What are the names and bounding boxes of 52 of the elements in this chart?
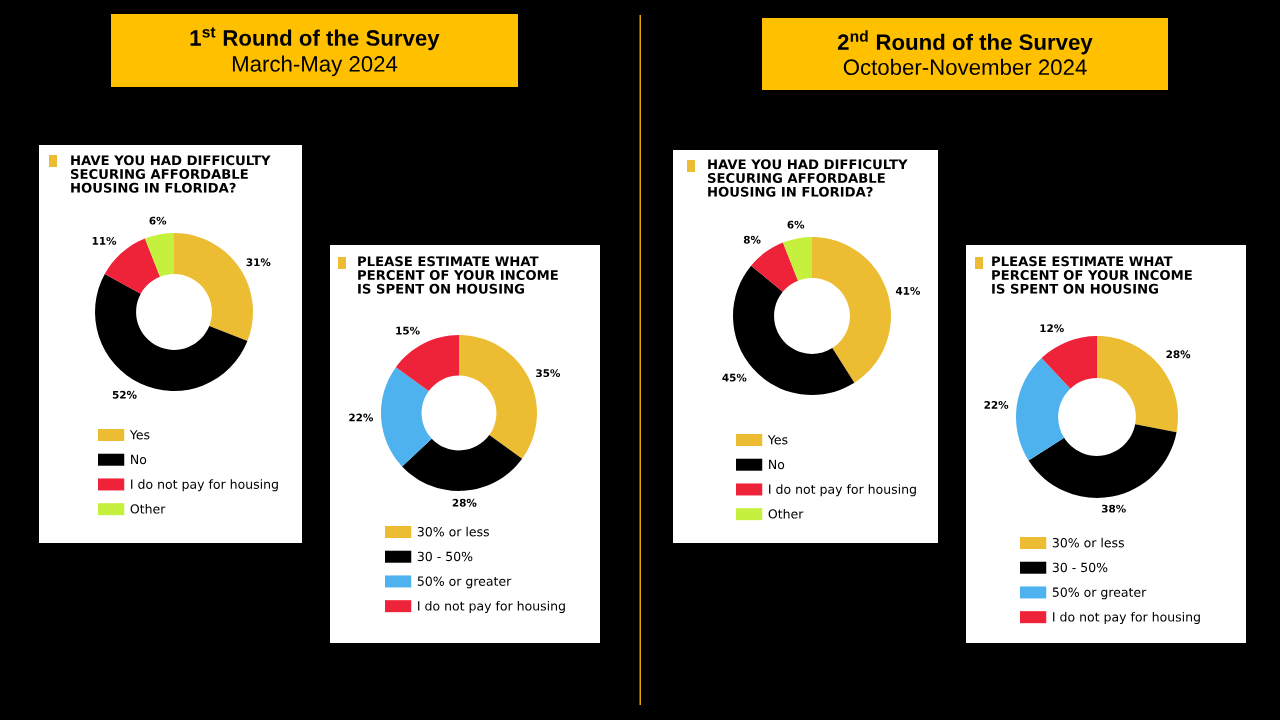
donut-slice [1041, 336, 1097, 389]
data-label: 28% [1166, 350, 1191, 359]
legend-label: 30 - 50% [417, 551, 473, 562]
data-label: 38% [1101, 504, 1126, 513]
legend-label: Yes [767, 435, 788, 445]
donut-slice [812, 237, 891, 383]
data-label: 41% [895, 286, 921, 295]
donut-slice [395, 335, 459, 391]
donut-slice [782, 237, 812, 281]
legend-label: Yes [129, 430, 150, 440]
data-label: 28% [452, 498, 477, 507]
text: March-May 2024 [232, 55, 398, 77]
legend-label: I do not pay for housing [1053, 611, 1200, 625]
chart-title: HAVE YOU HAD DIFFICULTY SECURING AFFORDABLE HOUSING IN FLORIDA? [70, 155, 271, 193]
chart-title: PLEASE ESTIMATE WHAT PERCENT OF YOUR INCOME IS SPENT ON HOUSING [358, 256, 558, 294]
data-label: 22% [349, 413, 374, 422]
donut-slice [402, 435, 523, 491]
donut-slice [381, 367, 432, 467]
legend-label: I do not pay for housing [131, 479, 278, 492]
data-label: 22% [984, 400, 1009, 409]
legend-label: 30 - 50% [1052, 562, 1108, 573]
data-label: 52% [112, 390, 137, 399]
legend-label: 30% or less [1052, 537, 1124, 548]
donut-slice [95, 273, 248, 391]
legend-label: Other [768, 508, 804, 519]
donut-slice [459, 335, 537, 459]
data-label: 11% [92, 236, 117, 245]
legend-label: 30% or less [417, 526, 489, 537]
data-label: 8% [743, 235, 761, 244]
legend-label: 50% or greater [1052, 587, 1147, 600]
legend-label: 50% or greater [417, 576, 512, 589]
data-label: 6% [787, 220, 805, 229]
donut-slice [1028, 424, 1177, 498]
data-label: 31% [246, 258, 271, 267]
data-label: 12% [1040, 324, 1064, 333]
data-label: 6% [149, 216, 167, 225]
legend-label: I do not pay for housing [769, 484, 916, 497]
legend-label: No [131, 454, 147, 465]
donut-slice [751, 242, 799, 292]
donut-slice [144, 233, 174, 277]
data-label: 35% [536, 369, 561, 378]
chart-title: PLEASE ESTIMATE WHAT PERCENT OF YOUR INCOME IS SPENT ON HOUSING [992, 256, 1192, 294]
data-label: 15% [396, 326, 420, 335]
text: 2$^{nd}$ Round of the Survey [837, 30, 1093, 55]
legend-label: Other [130, 503, 166, 514]
text: October-November 2024 [843, 58, 1087, 76]
donut-slice [1016, 357, 1071, 461]
chart-title: HAVE YOU HAD DIFFICULTY SECURING AFFORDABLE HOUSING IN FLORIDA? [707, 159, 908, 197]
data-label: 45% [722, 373, 747, 382]
legend-label: No [769, 459, 785, 470]
legend-label: I do not pay for housing [418, 600, 565, 614]
text: 1$^{st}$ Round of the Survey [190, 27, 440, 51]
